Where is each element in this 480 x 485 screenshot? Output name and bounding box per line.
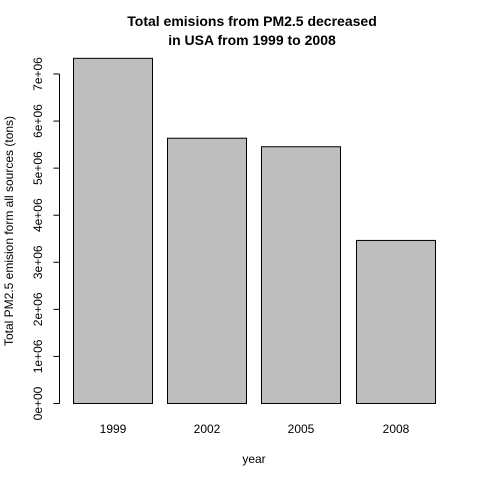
y-axis: 0e+00 1e+06 2e+06 3e+06 4e+06 5e+06 6e+06 7e+06 — [31, 57, 60, 420]
chart-title: Total emisions from PM2.5 decreased in U… — [127, 13, 377, 48]
bar-2002 — [167, 137, 247, 404]
y-tick-label-0e+00: 0e+00 — [31, 386, 45, 420]
x-tick-label-1999: 1999 — [100, 422, 127, 436]
bar-2005 — [261, 146, 341, 404]
y-tick-label-4e+06: 4e+06 — [31, 198, 45, 232]
x-tick-label-2002: 2002 — [194, 422, 221, 436]
bar-2008 — [356, 239, 436, 404]
bar-1999 — [73, 57, 153, 404]
y-tick-label-3e+06: 3e+06 — [31, 245, 45, 279]
x-tick-label-2005: 2005 — [288, 422, 315, 436]
x-tick-label-2008: 2008 — [383, 422, 410, 436]
y-axis-label: Total PM2.5 emision form all sources (to… — [2, 116, 16, 346]
y-tick-label-5e+06: 5e+06 — [31, 151, 45, 185]
y-tick-label-1e+06: 1e+06 — [31, 339, 45, 373]
y-tick-label-7e+06: 7e+06 — [31, 57, 45, 91]
chart-title-line-1: Total emisions from PM2.5 decreased — [127, 13, 377, 29]
y-tick-label-6e+06: 6e+06 — [31, 104, 45, 138]
bars — [73, 57, 436, 404]
chart-title-line-2: in USA from 1999 to 2008 — [168, 32, 336, 48]
x-tick-labels: 1999 2002 2005 2008 — [100, 422, 410, 436]
x-axis-label: year — [242, 452, 265, 466]
y-tick-label-2e+06: 2e+06 — [31, 292, 45, 326]
